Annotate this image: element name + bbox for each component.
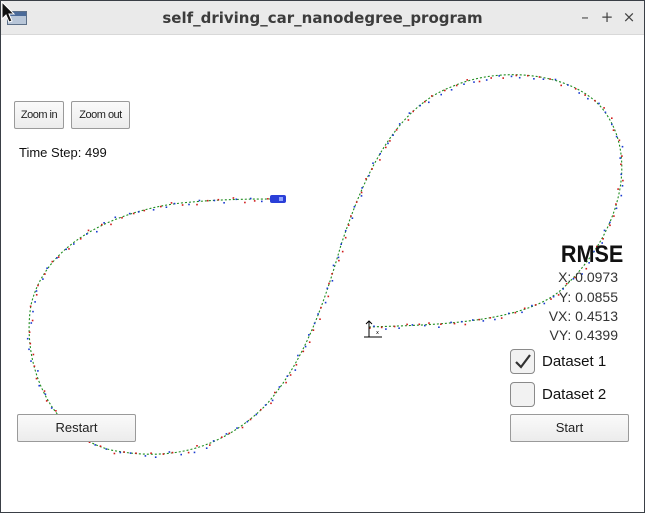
dataset-2-label[interactable]: Dataset 2 (542, 386, 607, 403)
checkmark-icon (515, 354, 531, 369)
rmse-y: Y: 0.0855 (558, 289, 618, 305)
start-button[interactable]: Start (510, 414, 629, 442)
minimize-button[interactable]: – (581, 8, 589, 26)
time-step-label: Time Step: 499 (19, 145, 107, 160)
simulation-canvas[interactable]: x (1, 35, 644, 513)
rmse-x: X: 0.0973 (558, 269, 618, 285)
window-title: self_driving_car_nanodegree_program (162, 9, 483, 27)
dataset-2-checkbox[interactable] (510, 382, 535, 407)
measurement-points (26, 74, 624, 458)
rmse-vy: VY: 0.4399 (549, 327, 618, 343)
rmse-title: RMSE (560, 241, 623, 268)
pointer-icon (1, 1, 16, 23)
dataset-1-label[interactable]: Dataset 1 (542, 353, 607, 370)
rmse-vx: VX: 0.4513 (548, 308, 618, 324)
dataset-1-checkbox[interactable] (510, 349, 535, 374)
zoom-out-button[interactable]: Zoom out (71, 101, 130, 129)
restart-button[interactable]: Restart (17, 414, 136, 442)
zoom-in-button[interactable]: Zoom in (14, 101, 64, 129)
vehicle-track (28, 74, 623, 455)
start-marker-icon: x (364, 320, 382, 338)
car-icon (270, 195, 286, 203)
maximize-button[interactable]: + (600, 8, 614, 26)
title-bar[interactable]: self_driving_car_nanodegree_program – + … (1, 1, 644, 35)
close-button[interactable]: × (622, 8, 636, 26)
svg-text:x: x (376, 330, 379, 336)
